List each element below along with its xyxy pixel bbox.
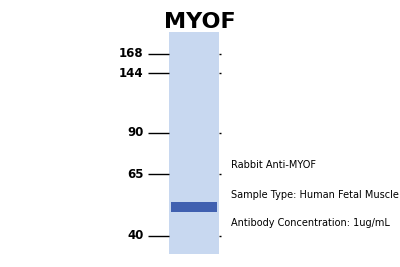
Bar — [169, 32, 219, 254]
Text: MYOF: MYOF — [164, 12, 236, 32]
Bar — [171, 202, 217, 212]
Text: 90: 90 — [127, 126, 144, 139]
Text: Rabbit Anti-MYOF: Rabbit Anti-MYOF — [231, 160, 316, 170]
Text: 144: 144 — [119, 67, 144, 80]
Text: 40: 40 — [127, 229, 144, 242]
Text: 168: 168 — [119, 47, 144, 60]
Text: Sample Type: Human Fetal Muscle: Sample Type: Human Fetal Muscle — [231, 190, 398, 200]
Text: 65: 65 — [127, 168, 144, 180]
Text: Antibody Concentration: 1ug/mL: Antibody Concentration: 1ug/mL — [231, 218, 390, 228]
